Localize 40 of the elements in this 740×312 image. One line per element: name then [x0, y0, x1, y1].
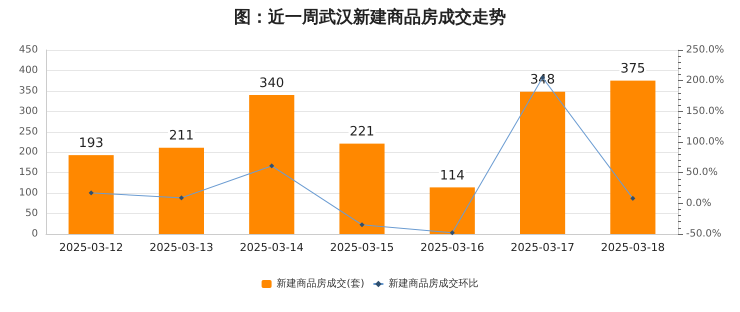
legend-label: 新建商品房成交环比: [388, 278, 478, 290]
data-label: 221: [350, 124, 374, 140]
bar: [610, 80, 656, 234]
y-tick-label: 400: [18, 64, 38, 76]
y2-tick-label: 100.0%: [686, 136, 724, 148]
bar: [430, 187, 475, 234]
x-tick-label: 2025-03-14: [240, 241, 304, 254]
data-label: 375: [620, 62, 646, 77]
data-label: 211: [169, 128, 194, 144]
bar: [339, 144, 385, 234]
y-tick-label: 350: [18, 85, 38, 96]
legend-label: 新建商品房成交(套): [276, 278, 364, 290]
y-tick-label: 200: [18, 146, 38, 158]
y-tick-label: 100: [18, 188, 38, 199]
x-tick-label: 2025-03-18: [600, 241, 665, 254]
y2-tick-label: 50.0%: [686, 167, 718, 178]
y2-tick-label: 200.0%: [686, 75, 724, 86]
y-tick-label: 0: [32, 228, 38, 240]
bar: [158, 148, 204, 234]
y-tick-label: 150: [18, 167, 38, 178]
y-tick-label: 250: [18, 126, 38, 138]
x-tick-label: 2025-03-12: [59, 241, 124, 254]
data-label: 340: [259, 76, 284, 91]
data-label: 114: [440, 168, 465, 184]
bar: [68, 155, 114, 234]
x-tick-label: 2025-03-16: [420, 241, 484, 254]
data-label: 193: [78, 136, 104, 152]
x-tick-label: 2025-03-15: [330, 241, 394, 254]
y2-tick-label: 250.0%: [686, 44, 724, 56]
y2-tick-label: 150.0%: [686, 106, 724, 117]
y2-tick-label: 0.0%: [686, 198, 712, 209]
bar: [520, 92, 566, 234]
bar: [249, 94, 294, 234]
x-tick-label: 2025-03-17: [510, 241, 575, 254]
y2-tick-label: -50.0%: [686, 228, 722, 240]
y-tick-label: 300: [18, 106, 38, 117]
x-tick-label: 2025-03-13: [149, 241, 214, 254]
chart-title: 图：近一周武汉新建商品房成交走势: [234, 8, 506, 28]
y-tick-label: 50: [25, 208, 38, 220]
y-tick-label: 450: [18, 44, 38, 56]
